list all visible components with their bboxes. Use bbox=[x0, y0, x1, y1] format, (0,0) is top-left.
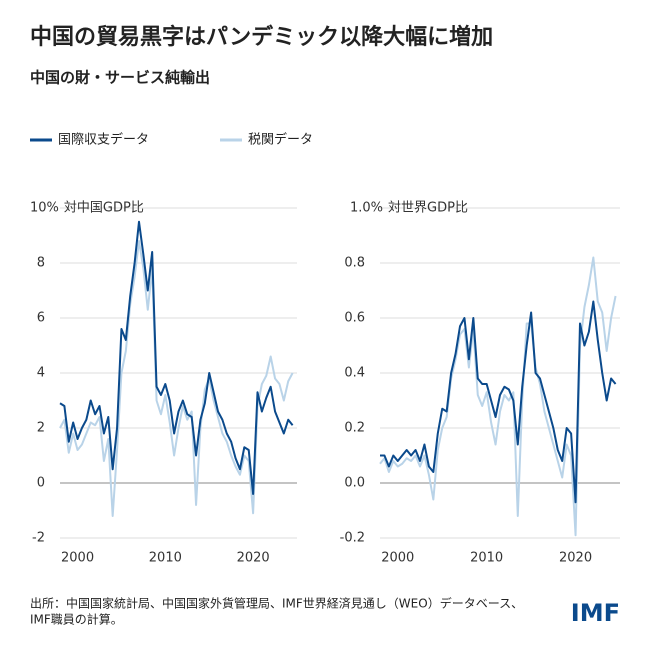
source: IMF職員の計算。 bbox=[30, 612, 123, 627]
y-tick-label: 8 bbox=[37, 256, 45, 271]
y-tick-label: 0.0 bbox=[344, 476, 365, 491]
y-tick-label: -0.2 bbox=[340, 531, 365, 546]
y-tick-label: 2 bbox=[37, 421, 45, 436]
y-tick-label: -2 bbox=[32, 531, 45, 546]
title: 中国の貿易黒字はパンデミック以降大幅に増加 bbox=[30, 24, 493, 50]
y-tick-label: 1.0% bbox=[350, 201, 383, 216]
y-tick-label: 4 bbox=[37, 366, 45, 381]
source: 出所：中国国家統計局、中国国家外貨管理局、IMF世界経済見通し（WEO）データベ… bbox=[30, 596, 523, 611]
y-axis-label: 対世界GDP比 bbox=[388, 201, 468, 216]
x-tick-label: 2020 bbox=[559, 551, 592, 566]
series-line bbox=[379, 256, 617, 537]
series-line bbox=[59, 240, 294, 517]
y-tick-label: 0.4 bbox=[344, 366, 365, 381]
y-tick-label: 6 bbox=[37, 311, 45, 326]
y-tick-label: 10% bbox=[30, 201, 59, 216]
y-tick-label: 0.6 bbox=[344, 311, 365, 326]
y-axis-label: 対中国GDP比 bbox=[64, 201, 144, 216]
x-tick-label: 2000 bbox=[61, 551, 94, 566]
y-tick-label: 0.8 bbox=[344, 256, 365, 271]
x-tick-label: 2000 bbox=[381, 551, 414, 566]
y-tick-label: 0.2 bbox=[344, 421, 365, 436]
logo: IMF bbox=[571, 599, 620, 627]
series-line bbox=[59, 220, 294, 495]
y-tick-label: 0 bbox=[37, 476, 45, 491]
x-tick-label: 2010 bbox=[470, 551, 503, 566]
x-tick-label: 2010 bbox=[149, 551, 182, 566]
legend-label: 国際収支データ bbox=[58, 132, 149, 148]
x-tick-label: 2020 bbox=[237, 551, 270, 566]
legend-label: 税関データ bbox=[248, 132, 313, 148]
subtitle: 中国の財・サービス純輸出 bbox=[30, 69, 210, 87]
series-line bbox=[380, 300, 617, 504]
